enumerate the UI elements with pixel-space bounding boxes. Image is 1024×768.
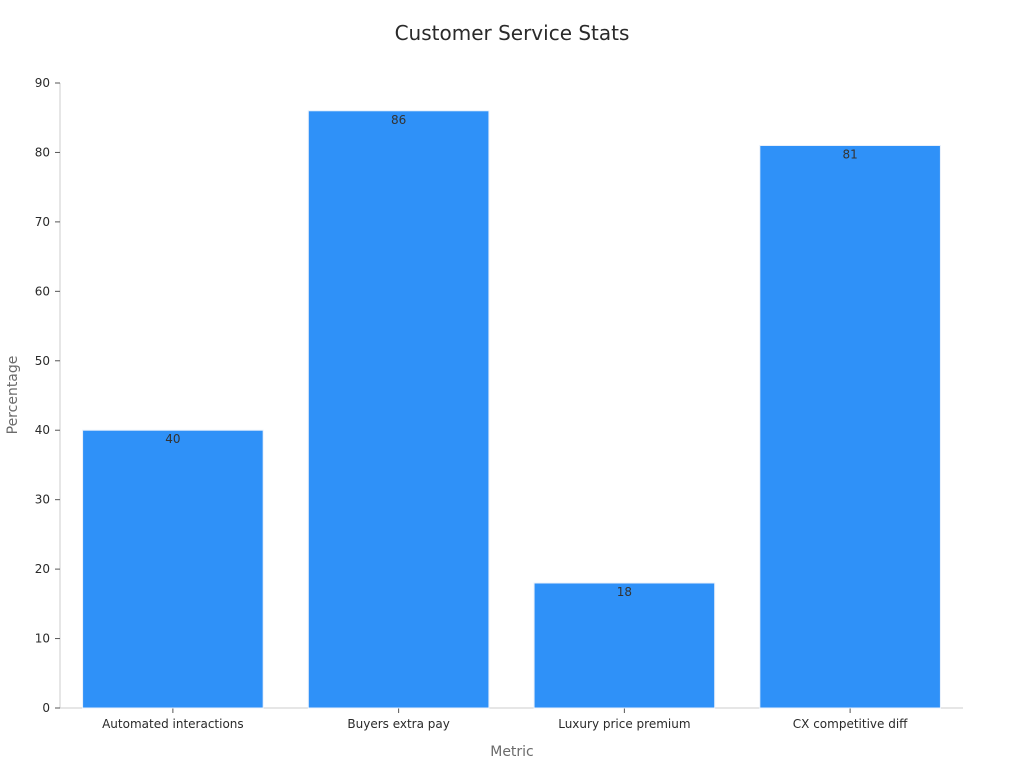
- bar-value-label: 40: [165, 432, 180, 446]
- x-tick-label: Buyers extra pay: [347, 717, 449, 731]
- y-axis-label: Percentage: [5, 356, 21, 435]
- chart-title: Customer Service Stats: [395, 21, 630, 45]
- bar: [759, 145, 941, 709]
- data-labels: 40 86 18 81: [165, 113, 858, 599]
- y-tick-label: 20: [35, 562, 50, 576]
- y-tick-label: 90: [35, 76, 50, 90]
- bar: [82, 429, 264, 709]
- y-tick-label: 60: [35, 284, 50, 298]
- y-tick-label: 80: [35, 145, 50, 159]
- bar-value-label: 86: [391, 113, 406, 127]
- x-axis-label: Metric: [490, 744, 534, 760]
- y-tick-label: 50: [35, 354, 50, 368]
- x-axis: Automated interactions Buyers extra pay Lu…: [60, 707, 963, 731]
- y-tick-label: 30: [35, 493, 50, 507]
- y-axis: 0 10 20 30 40 50 60 70 80 90: [35, 76, 61, 715]
- bar-value-label: 18: [617, 585, 632, 599]
- y-tick-label: 0: [42, 701, 50, 715]
- x-tick-label: Automated interactions: [102, 717, 244, 731]
- x-tick-label: Luxury price premium: [558, 717, 690, 731]
- x-tick-label: CX competitive diff: [793, 717, 908, 731]
- bar: [307, 110, 490, 709]
- y-tick-label: 40: [35, 423, 50, 437]
- y-tick-label: 70: [35, 215, 50, 229]
- bar: [533, 582, 716, 709]
- bars: [82, 110, 941, 709]
- bar-value-label: 81: [842, 148, 857, 162]
- y-tick-label: 10: [35, 632, 50, 646]
